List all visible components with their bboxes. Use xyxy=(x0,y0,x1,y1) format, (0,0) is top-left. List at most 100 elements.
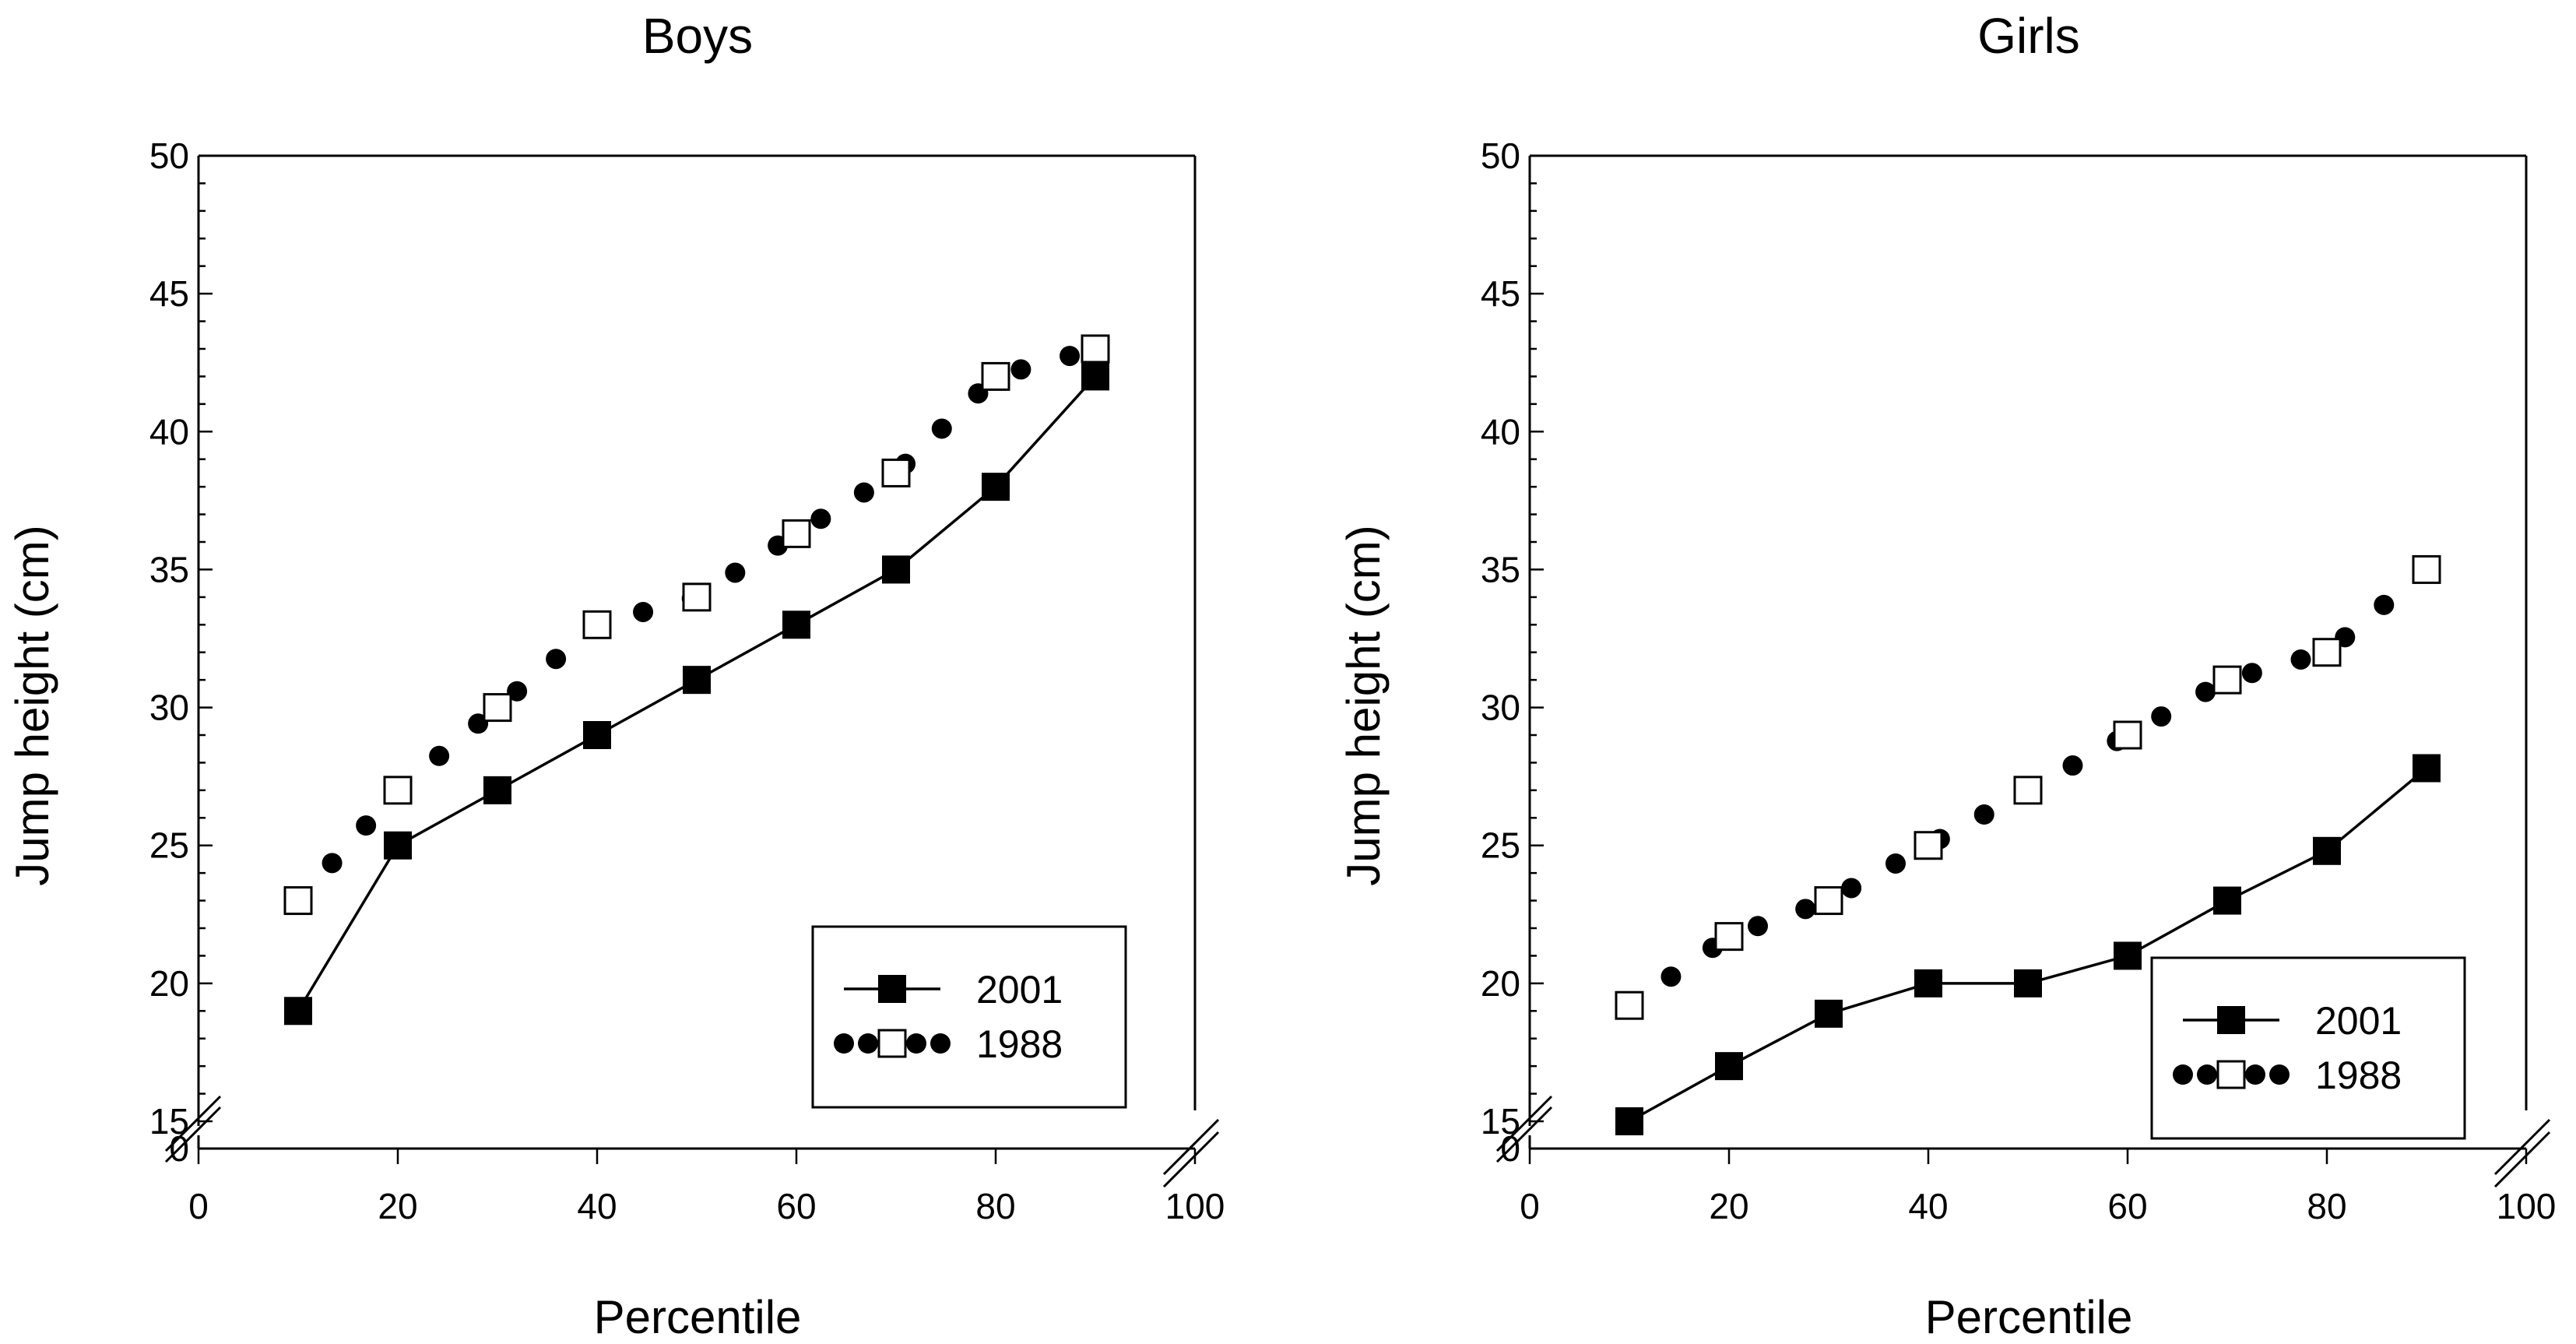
chart-0-y-tick-label: 15 xyxy=(149,1101,189,1142)
boys-panel: Boys Percentile Jump height (cm) 15 20 25 3… xyxy=(6,8,1225,1343)
chart-0-series-1988-marker xyxy=(483,693,512,723)
chart-1-y-tick-label: 25 xyxy=(1481,825,1520,866)
chart-0-series-2001-marker xyxy=(384,831,412,860)
chart-1-x-tick-label: 100 xyxy=(2497,1186,2557,1226)
chart-1-series-1988-marker xyxy=(1814,886,1843,916)
chart-0-legend-label: 1988 xyxy=(976,1022,1063,1066)
chart-1-legend-dot xyxy=(2173,1064,2193,1085)
chart-1-series-2001-marker xyxy=(2014,969,2042,997)
chart-1-legend-dot xyxy=(2197,1064,2217,1085)
girls-chart-title: Girls xyxy=(1977,8,2080,64)
chart-1-y-tick-label: 50 xyxy=(1481,135,1520,176)
chart-0-legend-dot xyxy=(834,1033,854,1054)
chart-1-y-tick-label: 20 xyxy=(1481,963,1520,1004)
chart-1-series-1988-marker xyxy=(2412,554,2441,584)
chart-1-y-break-mark-2 xyxy=(1495,1106,1553,1163)
chart-0-series-1988-marker xyxy=(881,458,911,487)
chart-1-y-tick-label: 35 xyxy=(1481,549,1520,589)
chart-0-legend-label: 2001 xyxy=(976,968,1063,1012)
chart-1-series-1988-marker xyxy=(2113,720,2142,750)
chart-1-legend: 2001 1988 xyxy=(2150,956,2466,1140)
chart-0-y-zero-label: 0 xyxy=(169,1128,189,1169)
chart-1-y-tick-label: 40 xyxy=(1481,411,1520,452)
chart-1-y-tick-label: 30 xyxy=(1481,688,1520,728)
chart-1-legend-dot xyxy=(2245,1064,2265,1085)
chart-0-series-1988-marker xyxy=(682,582,712,612)
chart-0-series-1988-marker xyxy=(1081,334,1110,364)
chart-0-x-tick-label: 20 xyxy=(378,1186,417,1226)
chart-0-series-2001-marker xyxy=(284,997,312,1026)
chart-0-series-2001-marker xyxy=(583,721,611,749)
girls-y-axis-label: Jump height (cm) xyxy=(1337,525,1390,885)
chart-0-legend-dot xyxy=(906,1033,926,1054)
chart-1-x-tick-label: 60 xyxy=(2107,1186,2147,1226)
chart-0-y-tick-label: 20 xyxy=(149,963,189,1004)
chart-0-y-tick-label: 45 xyxy=(149,273,189,314)
chart-0-y-break-mark-1 xyxy=(164,1095,222,1152)
chart-1-series-1988-marker xyxy=(2013,776,2043,805)
boys-y-axis-label: Jump height (cm) xyxy=(6,525,58,885)
chart-0-legend-open-square xyxy=(877,1029,907,1058)
chart-0-legend-dot xyxy=(930,1033,951,1054)
girls-x-axis-label: Percentile xyxy=(1925,1291,2133,1343)
chart-0-y-break-mark-2 xyxy=(164,1106,222,1163)
chart-0-series-1988-marker xyxy=(782,519,811,548)
chart-0-series-2001-marker xyxy=(882,555,910,584)
chart-0-legend-filled-square xyxy=(878,975,906,1003)
chart-1-legend-box xyxy=(2150,956,2466,1140)
chart-0-series-1988-marker xyxy=(383,776,413,805)
chart-1-series-2001-marker xyxy=(2313,836,2341,865)
chart-0-y-tick-label: 35 xyxy=(149,549,189,589)
chart-1-series-2001-marker xyxy=(1815,999,1843,1028)
chart-0-y-tick-label: 30 xyxy=(149,688,189,728)
chart-0-legend-dot xyxy=(858,1033,878,1054)
chart-0-series-1988-marker xyxy=(981,361,1010,391)
chart-0-x-tick-label: 40 xyxy=(577,1186,617,1226)
chart-1-x-break-mark-2 xyxy=(2493,1131,2551,1188)
chart-1-legend-open-square xyxy=(2216,1060,2246,1089)
chart-0-series-1988-marker xyxy=(582,610,612,639)
chart-1-y-tick-label: 15 xyxy=(1481,1101,1520,1142)
chart-0-legend-box xyxy=(811,925,1127,1109)
chart-1-series-1988-marker xyxy=(1914,831,1943,860)
chart-0-legend: 2001 1988 xyxy=(811,925,1127,1109)
chart-0-series-2001-marker xyxy=(982,473,1010,501)
chart-1-legend-label: 2001 xyxy=(2315,999,2402,1043)
chart-1-series-1988-marker xyxy=(1714,922,1744,952)
chart-1-x-tick-label: 80 xyxy=(2307,1186,2346,1226)
chart-1-y-zero-label: 0 xyxy=(1500,1128,1520,1169)
chart-0-x-break-mark-2 xyxy=(1162,1131,1220,1188)
chart-1-y-tick-label: 45 xyxy=(1481,273,1520,314)
chart-1-series-1988-marker xyxy=(1615,990,1644,1020)
chart-0-y-tick-label: 25 xyxy=(149,825,189,866)
chart-0-series-2001-marker xyxy=(683,666,711,695)
chart-1-series-2001-marker xyxy=(1615,1107,1643,1135)
chart-0-series-2001-marker xyxy=(782,610,810,639)
chart-0-x-break-mark-1 xyxy=(1162,1118,1220,1176)
chart-0-y-tick-label: 50 xyxy=(149,135,189,176)
chart-1-x-tick-label: 0 xyxy=(1520,1186,1540,1226)
chart-0-x-tick-label: 80 xyxy=(975,1186,1015,1226)
chart-1-y-break-mark-1 xyxy=(1495,1095,1553,1152)
chart-1-legend-dot xyxy=(2269,1064,2290,1085)
chart-0-x-tick-label: 0 xyxy=(188,1186,209,1226)
chart-0-series-1988-marker xyxy=(283,886,313,916)
chart-1-series-1988-marker xyxy=(2212,665,2242,695)
chart-1-series-2001-marker xyxy=(1914,969,1942,997)
chart-0-x-tick-label: 60 xyxy=(776,1186,816,1226)
chart-1-x-tick-label: 20 xyxy=(1709,1186,1748,1226)
chart-0-x-tick-label: 100 xyxy=(1165,1186,1225,1226)
chart-1-legend-label: 1988 xyxy=(2315,1054,2402,1097)
chart-1-legend-filled-square xyxy=(2217,1006,2245,1034)
chart-0-y-tick-label: 40 xyxy=(149,411,189,452)
chart-0-series-2001-marker xyxy=(483,776,511,804)
chart-1-series-2001-marker xyxy=(2213,886,2241,915)
chart-1-series-2001-marker xyxy=(2114,941,2142,970)
chart-1-series-2001-marker xyxy=(1715,1052,1743,1081)
boys-chart-title: Boys xyxy=(642,8,753,64)
chart-0-series-2001-marker xyxy=(1081,362,1109,391)
chart-1-series-1988-marker xyxy=(2312,638,2342,667)
girls-panel: Girls Percentile Jump height (cm) 15 20 25… xyxy=(1337,8,2556,1343)
chart-0-series-1988-dotted-line xyxy=(288,339,1105,911)
